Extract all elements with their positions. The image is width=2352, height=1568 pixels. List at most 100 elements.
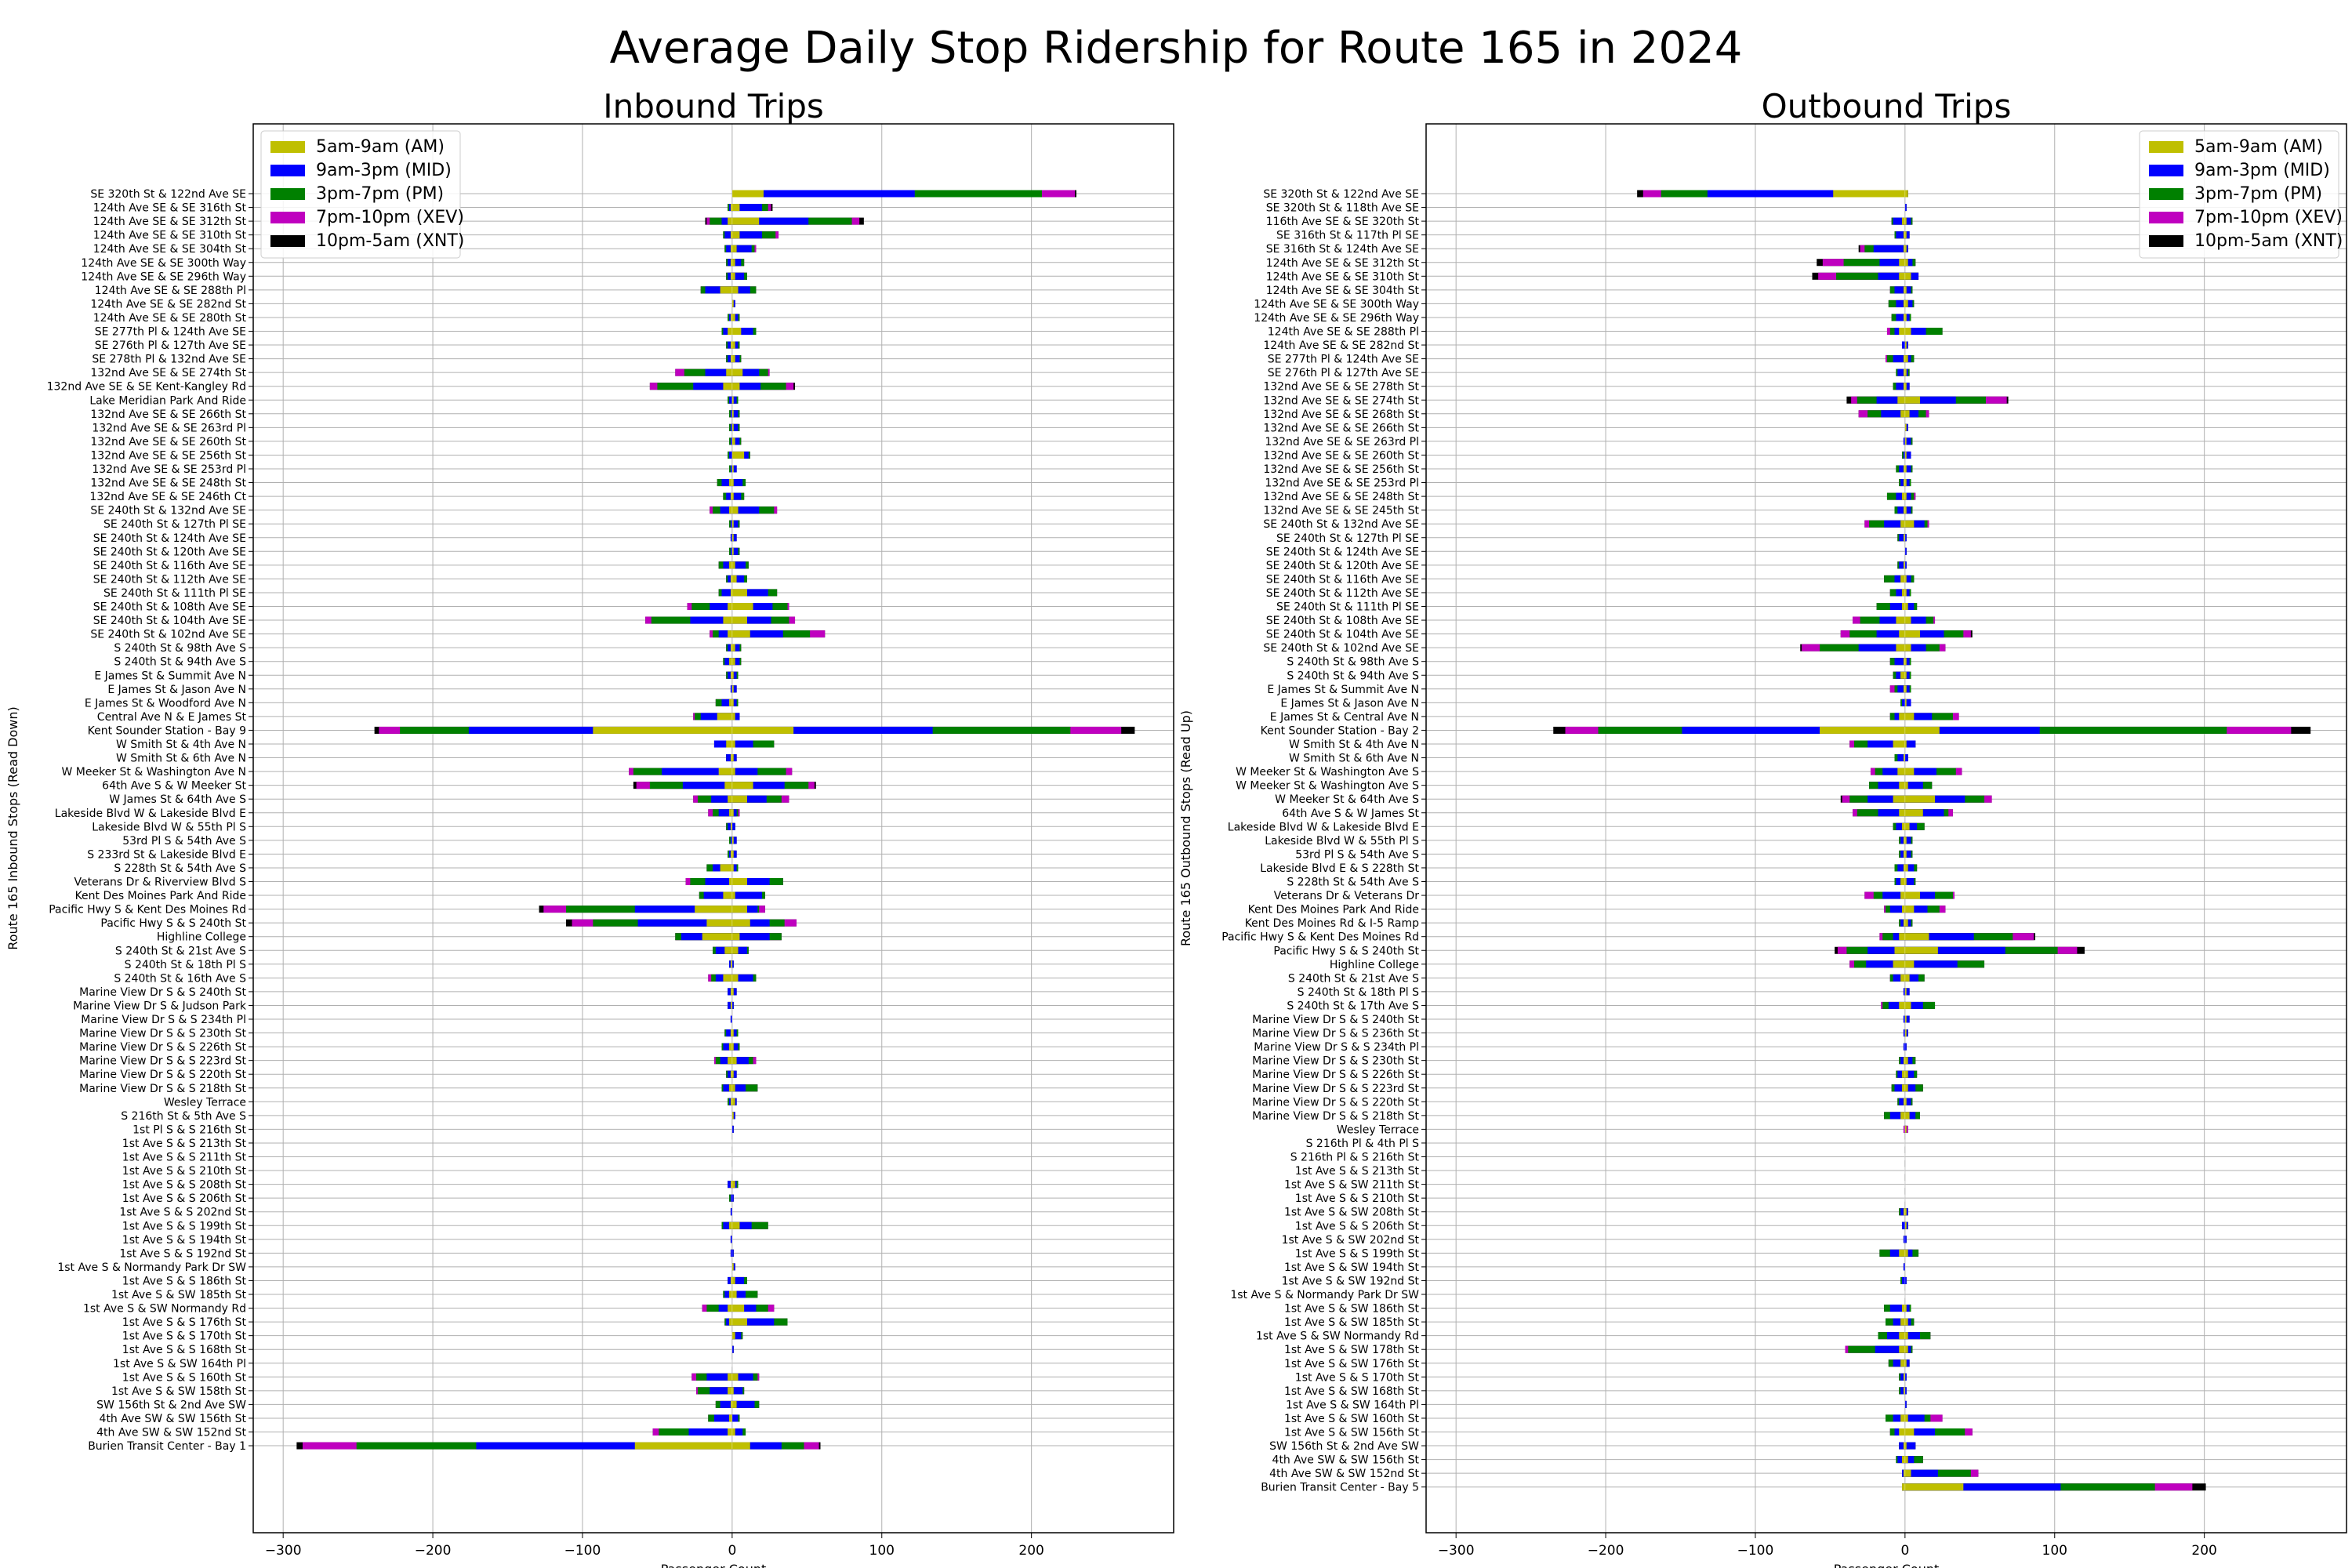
bar-am — [1903, 299, 1908, 307]
y-tick-label: 1st Ave S & S 199th St — [1295, 1247, 1420, 1260]
bar-am — [730, 644, 735, 652]
bar-mid — [730, 547, 739, 555]
y-tick-label: 1st Ave S & S 192nd St — [119, 1247, 246, 1260]
bar-am — [729, 1043, 734, 1051]
y-tick-label: SE 240th St & 102nd Ave SE — [90, 629, 246, 641]
bar-am — [730, 204, 740, 212]
bar-mid — [724, 231, 763, 239]
y-tick-label: 132nd Ave SE & SE 246th Ct — [89, 491, 246, 503]
bar-am — [1900, 878, 1907, 885]
bar-am — [729, 699, 734, 706]
y-axis-label: Route 165 Inbound Stops (Read Down) — [5, 706, 20, 949]
bar-mid — [1903, 451, 1911, 459]
bar-am — [702, 933, 740, 941]
legend-label: 3pm-7pm (PM) — [2194, 184, 2322, 204]
y-tick-label: 1st Ave S & SW 208th St — [1284, 1207, 1420, 1219]
bar-mid — [730, 1208, 732, 1216]
bar-am — [1893, 795, 1936, 803]
y-tick-label: 1st Ave S & SW 164th Pl — [113, 1358, 246, 1370]
y-tick-label: 132nd Ave SE & SE 248th St — [90, 477, 246, 490]
bar-am — [724, 782, 753, 789]
y-tick-label: SE 240th St & 104th Ave SE — [93, 615, 246, 627]
y-tick-label: 64th Ave S & W James St — [1282, 808, 1419, 820]
y-tick-label: 1st Ave S & S 206th St — [122, 1192, 247, 1205]
bar-mid — [688, 1428, 743, 1436]
y-tick-label: S 240th St & 94th Ave S — [114, 656, 246, 669]
legend-swatch — [2149, 141, 2183, 153]
y-tick-label: 1st Ave S & S 168th St — [122, 1344, 247, 1356]
y-tick-label: Marine View Dr S & S 230th St — [79, 1028, 246, 1040]
y-tick-label: S 228th St & 54th Ave S — [1287, 877, 1419, 889]
y-tick-label: W Meeker St & 64th Ave S — [1275, 793, 1419, 806]
y-tick-label: 1st Ave S & S 213th St — [1295, 1165, 1420, 1178]
y-axis-label: Route 165 Outbound Stops (Read Up) — [1178, 710, 1193, 946]
y-tick-label: Pacific Hwy S & S 240th St — [1273, 945, 1419, 957]
y-tick-label: 1st Ave S & SW 186th St — [1284, 1303, 1420, 1316]
y-tick-label: SE 276th Pl & 127th Ave SE — [95, 339, 246, 352]
bar-am — [1893, 740, 1907, 748]
bar-am — [726, 740, 735, 748]
axes-frame — [252, 123, 1174, 1534]
y-tick-label: SE 240th St & 104th Ave SE — [1266, 629, 1419, 641]
bar-am — [731, 410, 734, 418]
bar-am — [1904, 1221, 1907, 1229]
bar-am — [634, 1442, 750, 1450]
y-tick-label: 132nd Ave SE & SE 245th St — [1263, 505, 1419, 517]
y-tick-label: 124th Ave SE & SE 288th Pl — [95, 285, 246, 297]
bar-am — [730, 1001, 732, 1009]
y-tick-label: W Smith St & 4th Ave N — [1289, 739, 1419, 751]
x-axis-label: Passenger Count — [1834, 1562, 1940, 1568]
bar-mid — [1873, 245, 1908, 252]
y-tick-label: Lake Meridian Park And Ride — [89, 394, 246, 407]
y-tick-label: Marine View Dr S & S 218th St — [79, 1083, 246, 1095]
bar-am — [1900, 891, 1920, 899]
y-tick-label: 1st Ave S & SW 211th St — [1284, 1179, 1420, 1192]
bar-am — [723, 383, 740, 390]
bar-mid — [731, 1332, 742, 1340]
bar-am — [1896, 644, 1911, 652]
bar-am — [1899, 933, 1929, 941]
y-tick-label: Lakeside Blvd E & S 228th St — [1260, 862, 1419, 875]
y-tick-label: 132nd Ave SE & SE 253rd Pl — [92, 463, 246, 476]
bar-am — [1899, 1249, 1908, 1257]
y-tick-label: 124th Ave SE & SE 304th St — [1266, 285, 1420, 297]
bar-am — [731, 451, 745, 459]
y-tick-label: 124th Ave SE & SE 304th St — [93, 243, 247, 256]
y-tick-label: SE 240th St & 112th Ave SE — [1266, 587, 1419, 600]
bar-mid — [713, 1414, 739, 1422]
bar-am — [1899, 1428, 1915, 1436]
y-tick-label: S 216th Pl & 4th Pl S — [1306, 1138, 1420, 1150]
y-tick-label: 132nd Ave SE & SE 263rd Pl — [92, 422, 246, 434]
y-tick-label: 124th Ave SE & SE 282nd St — [90, 298, 246, 310]
y-tick-label: 1st Ave S & S 194th St — [122, 1234, 247, 1247]
bar-am — [729, 1318, 747, 1326]
bar-am — [731, 423, 734, 431]
bar-mid — [1896, 314, 1910, 321]
bar-am — [1900, 1414, 1908, 1422]
bar-am — [1899, 713, 1915, 720]
y-tick-label: 132nd Ave SE & SE 266th St — [1263, 422, 1419, 434]
figure-title: Average Daily Stop Ridership for Route 1… — [610, 23, 1743, 74]
bar-am — [728, 603, 753, 610]
legend-swatch — [2149, 188, 2183, 200]
bar-am — [1897, 396, 1920, 404]
bar-am — [1903, 534, 1905, 542]
x-tick-label: −200 — [1588, 1543, 1624, 1559]
bar-mid — [730, 520, 739, 528]
y-tick-label: 132nd Ave SE & SE 248th St — [1263, 491, 1419, 503]
y-tick-label: SE 240th St & 132nd Ave SE — [1263, 518, 1419, 531]
y-tick-label: Burien Transit Center - Bay 5 — [1261, 1482, 1419, 1494]
bar-am — [729, 1221, 740, 1229]
y-tick-label: 1st Ave S & SW Normandy Rd — [1256, 1330, 1419, 1343]
bar-mid — [730, 423, 739, 431]
y-tick-label: SE 240th St & 116th Ave SE — [1266, 573, 1419, 586]
legend-box — [2139, 130, 2339, 259]
bar-am — [1833, 190, 1908, 198]
legend-swatch — [270, 165, 305, 176]
bar-mid — [1896, 383, 1910, 390]
bar-pm — [1836, 272, 1919, 280]
y-tick-label: 1st Ave S & Normandy Park Dr SW — [57, 1261, 246, 1274]
bar-am — [731, 1112, 734, 1120]
